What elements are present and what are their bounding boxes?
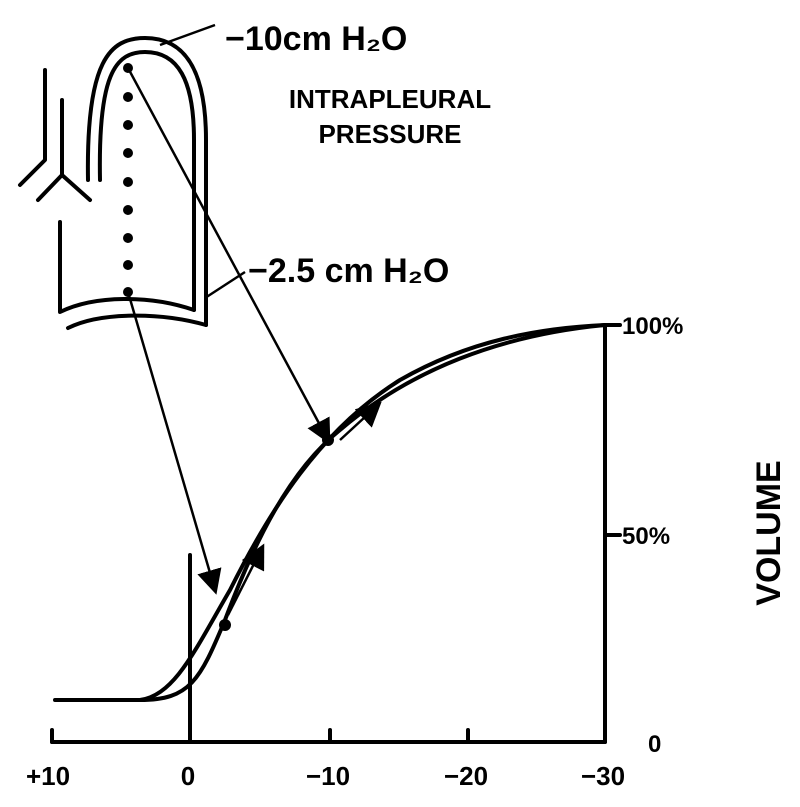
title: PRESSURE — [318, 119, 461, 149]
x-tick-label: −10 — [306, 761, 350, 791]
top-pressure-label: −10cm H₂O — [225, 20, 407, 58]
bottom-pressure-label: −2.5 cm H₂O — [248, 252, 449, 290]
dots — [123, 63, 133, 297]
leader-lines — [126, 23, 331, 595]
x-tick-label: +10 — [26, 761, 70, 791]
x-tick-label: −20 — [444, 761, 488, 791]
title: INTRAPLEURAL — [289, 84, 491, 114]
x-tick-label: 0 — [181, 761, 195, 791]
y-tick-label: 0 — [648, 731, 661, 758]
y-tick-label: 50% — [622, 523, 670, 550]
y-tick-label: 100% — [622, 313, 683, 340]
axes — [50, 323, 622, 744]
lung — [18, 36, 208, 330]
y-axis-label: VOLUME — [750, 460, 788, 605]
curves — [53, 323, 607, 702]
x-tick-label: −30 — [581, 761, 625, 791]
